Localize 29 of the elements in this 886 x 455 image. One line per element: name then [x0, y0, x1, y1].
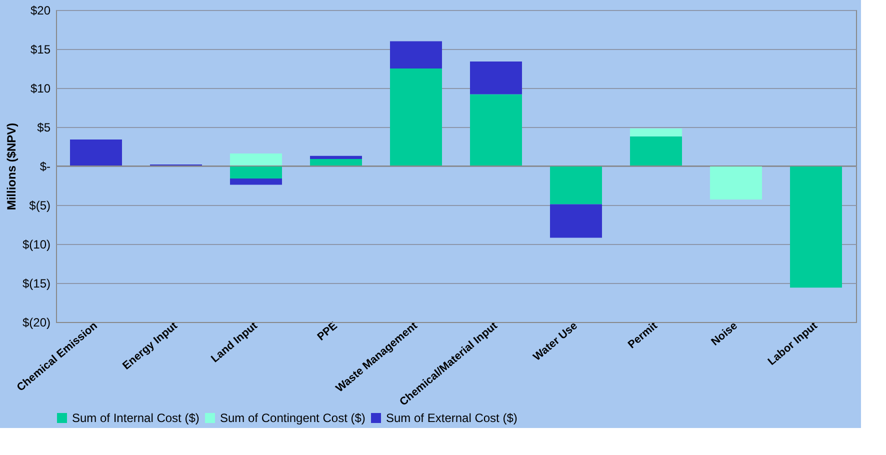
- bar: [470, 61, 522, 94]
- legend-label: Sum of External Cost ($): [386, 411, 518, 425]
- bar: [630, 136, 682, 166]
- y-axis-title: Millions ($NPV): [4, 122, 18, 210]
- y-tick-label: $-: [40, 160, 50, 174]
- y-tick-label: $(5): [29, 198, 50, 212]
- bar: [790, 166, 842, 288]
- bar: [550, 204, 602, 238]
- bar: [230, 178, 282, 185]
- bar: [70, 139, 122, 166]
- y-tick-label: $(20): [22, 316, 50, 330]
- y-tick-label: $(15): [22, 276, 50, 290]
- bar: [710, 166, 762, 200]
- bar: [310, 156, 362, 159]
- y-tick-label: $10: [30, 82, 51, 96]
- bar: [230, 154, 282, 166]
- legend-label: Sum of Contingent Cost ($): [220, 411, 366, 425]
- y-tick-label: $20: [30, 4, 51, 18]
- y-tick-label: $5: [37, 120, 51, 134]
- bar: [550, 166, 602, 204]
- y-tick-label: $(10): [22, 238, 50, 252]
- bar: [230, 166, 282, 178]
- bar: [630, 128, 682, 136]
- y-tick-label: $15: [30, 42, 51, 56]
- bar: [390, 41, 442, 68]
- bar: [470, 94, 522, 166]
- legend-label: Sum of Internal Cost ($): [72, 411, 200, 425]
- bar: [310, 158, 362, 166]
- bar: [390, 68, 442, 166]
